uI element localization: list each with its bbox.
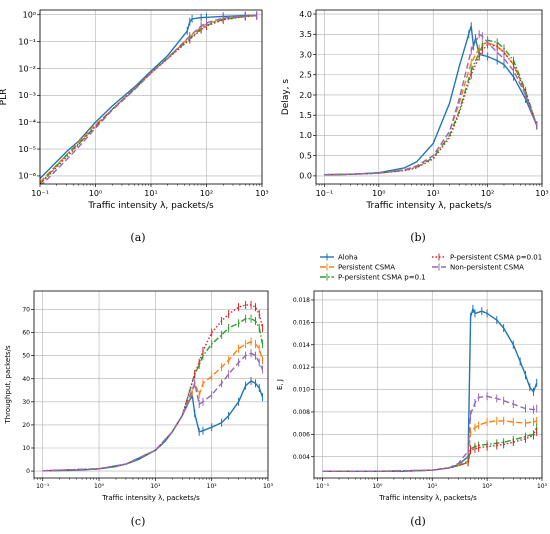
x-tick-label: 10⁻¹ (36, 483, 50, 490)
series-group (42, 300, 264, 472)
x-tick-label: 10² (200, 189, 213, 198)
y-tick-label: 0.016 (293, 319, 310, 326)
y-tick-label: 0.014 (293, 342, 310, 349)
panel-c-throughput: 10⁻¹ 10⁰ 10¹ 10² 10³ 0 10 20 30 40 50 60 70 Traffic i… (4, 290, 274, 502)
series-line-ppersistent001 (324, 43, 538, 176)
y-axis-label: Delay, s (281, 79, 291, 116)
y-axis-label: E, J (276, 379, 284, 390)
y-tick-label: 10 (22, 445, 30, 452)
series-line-ppersistent001 (42, 304, 264, 472)
y-tick-label: 2.5 (299, 71, 312, 80)
x-tick-label: 10³ (535, 189, 548, 198)
x-tick-label: 10³ (263, 483, 274, 490)
y-tick-label: 10⁻⁶ (18, 172, 36, 181)
y-tick-label: 1.5 (299, 111, 312, 120)
y-tick-label: 0.0 (299, 172, 312, 181)
x-tick-label: 10² (482, 483, 493, 490)
y-tick-label: 0.010 (293, 387, 310, 394)
series-line-nonpersistent (322, 395, 537, 472)
x-tick-label: 10³ (255, 189, 268, 198)
y-tick-label: 0.008 (293, 409, 310, 416)
y-tick-label: 40 (22, 376, 30, 383)
series-line-persistent (322, 420, 537, 472)
y-tick-label: 2.0 (299, 91, 312, 100)
y-tick-label: 1.0 (299, 131, 312, 140)
series-line-ppersistent001 (322, 431, 538, 472)
panel-d-energy: 10⁻¹ 10⁰ 10¹ 10² 10³ 0.004 0.006 0.008 0.010 0.01… (276, 253, 548, 502)
y-tick-label: 20 (22, 422, 30, 429)
legend-label-persistent: Persistent CSMA (338, 264, 395, 272)
caption-c: (c) (131, 515, 146, 528)
panel-a-plr: 10⁻¹ 10⁰ 10¹ 10² 10³ 10⁻⁶ 10⁻⁵ 10⁻⁴ 10⁻³ 10⁻² 10⁻¹… (0, 9, 269, 211)
x-tick-label: 10⁰ (94, 483, 105, 490)
y-tick-label: 3.5 (299, 30, 312, 39)
x-tick-label: 10¹ (427, 483, 438, 490)
legend: Aloha Persistent CSMA P-persistent CSMA p=… (320, 253, 542, 282)
y-tick-label: 10⁰ (23, 11, 36, 20)
y-tick-label: 70 (22, 307, 30, 314)
axes-frame (315, 9, 543, 185)
x-tick-label: 10¹ (144, 189, 157, 198)
y-tick-label: 50 (22, 353, 30, 360)
y-tick-label: 10⁻⁵ (18, 145, 36, 154)
series-line-persistent (40, 14, 257, 183)
series-line-ppersistent001 (40, 15, 257, 184)
x-tick-label: 10³ (537, 483, 548, 490)
x-tick-label: 10⁰ (372, 483, 383, 490)
series-line-persistent (324, 41, 538, 176)
y-tick-label: 0.012 (293, 364, 310, 371)
legend-label-aloha: Aloha (338, 254, 358, 262)
y-tick-label: 10⁻¹ (18, 37, 36, 46)
y-tick-label: 0.004 (293, 454, 310, 461)
caption-b: (b) (410, 231, 426, 244)
series-line-ppersistent01 (40, 14, 257, 184)
y-tick-label: 60 (22, 330, 30, 337)
x-tick-label: 10⁻¹ (316, 483, 330, 490)
legend-label-ppersistent01: P-persistent CSMA p=0.1 (338, 274, 426, 282)
y-tick-label: 0.018 (293, 297, 310, 304)
x-tick-label: 10⁻¹ (316, 189, 334, 198)
y-axis-label: Throughput, packets/s (4, 345, 12, 425)
caption-a: (a) (130, 231, 145, 244)
axes-frame (313, 290, 543, 479)
y-tick-label: 0.006 (293, 431, 310, 438)
x-axis-label: Traffic intensity λ, packets/s (378, 494, 477, 502)
y-tick-label: 4.0 (299, 10, 312, 19)
series-line-nonpersistent (42, 352, 264, 472)
series-line-ppersistent01 (42, 318, 264, 472)
y-tick-label: 0 (26, 468, 30, 475)
x-axis-label: Traffic intensity λ, packets/s (87, 201, 214, 211)
series-line-nonpersistent (324, 33, 538, 176)
y-tick-label: 10⁻² (18, 64, 36, 73)
x-tick-label: 10⁰ (372, 189, 385, 198)
y-tick-label: 30 (22, 399, 30, 406)
y-tick-label: 10⁻⁴ (18, 118, 36, 127)
y-axis-label: PLR (0, 89, 9, 106)
x-tick-label: 10² (481, 189, 494, 198)
x-tick-label: 10⁻¹ (31, 189, 49, 198)
x-tick-label: 10⁰ (89, 189, 102, 198)
caption-d: (d) (410, 515, 426, 528)
series-group (322, 304, 538, 472)
series-group (40, 11, 258, 184)
x-tick-label: 10² (207, 483, 218, 490)
x-tick-label: 10¹ (150, 483, 161, 490)
x-axis-label: Traffic intensity λ, packets/s (101, 494, 200, 502)
axes-frame (33, 290, 269, 479)
x-tick-label: 10¹ (427, 189, 440, 198)
y-tick-label: 3.0 (299, 50, 312, 59)
axes-frame (39, 9, 263, 185)
y-tick-label: 10⁻³ (18, 91, 36, 100)
panel-b-delay: 10⁻¹ 10⁰ 10¹ 10² 10³ 0.0 0.5 1.0 1.5 2.0 2.5 3.0 3.5… (281, 9, 549, 211)
series-line-aloha (40, 14, 257, 179)
legend-label-ppersistent001: P-persistent CSMA p=0.01 (450, 254, 542, 262)
series-line-nonpersistent (41, 14, 257, 184)
series-line-aloha (42, 380, 264, 472)
x-axis-label: Traffic intensity λ, packets/s (365, 201, 492, 211)
series-line-aloha (322, 308, 538, 472)
legend-label-nonpersistent: Non-persistent CSMA (450, 264, 524, 272)
series-group (324, 22, 538, 176)
y-tick-label: 0.5 (299, 151, 312, 160)
